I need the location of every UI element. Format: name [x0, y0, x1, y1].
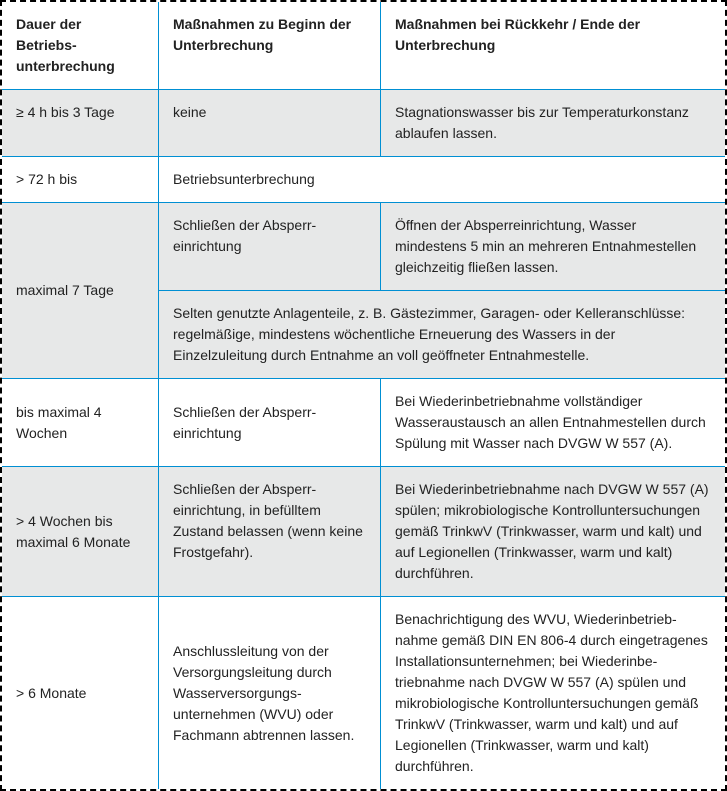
cell-begin: Anschlussleitung von der Versorgungsleit… — [159, 597, 381, 789]
cell-begin: Schließen der Absperr­einrichtung — [159, 379, 381, 466]
cell-span23: Betriebsunterbrechung — [159, 157, 725, 202]
table-row: > 6 Monate Anschlussleitung von der Vers… — [2, 597, 725, 789]
cell-duration: ≥ 4 h bis 3 Tage — [2, 90, 159, 156]
table-row: bis maximal 4 Wochen Schließen der Abspe… — [2, 379, 725, 467]
cell-duration: bis maximal 4 Wochen — [2, 379, 159, 466]
cell-duration: > 6 Monate — [2, 597, 159, 789]
table-row: ≥ 4 h bis 3 Tage keine Stagnationswasser… — [2, 90, 725, 157]
table-row: > 72 h bis Betriebsunterbrechung — [2, 157, 725, 203]
cell-duration: > 72 h bis — [2, 157, 159, 202]
cell-duration: > 4 Wochen bis maximal 6 Monate — [2, 467, 159, 596]
cell-end: Stagnationswasser bis zur Temperaturkons… — [381, 90, 725, 156]
cell-begin: Schließen der Absperr­einrichtung — [159, 203, 381, 290]
cell-span23: Selten genutzte Anlagenteile, z. B. Gäst… — [159, 291, 725, 378]
cell-duration: maximal 7 Tage — [2, 203, 159, 378]
header-end: Maßnahmen bei Rückkehr / Ende der Unterb… — [381, 2, 725, 89]
cell-begin: Schließen der Absperr­einrichtung, in be… — [159, 467, 381, 596]
table-row: maximal 7 Tage Schließen der Absperr­ein… — [2, 203, 725, 379]
cell-begin: keine — [159, 90, 381, 156]
interruption-table: Dauer der Betriebs­unterbrechung Maßnahm… — [0, 0, 727, 791]
header-begin: Maßnahmen zu Beginn der Unterbrechung — [159, 2, 381, 89]
cell-end: Öffnen der Absperreinrichtung, Wasser mi… — [381, 203, 725, 290]
table-row: > 4 Wochen bis maximal 6 Monate Schließe… — [2, 467, 725, 597]
header-duration: Dauer der Betriebs­unterbrechung — [2, 2, 159, 89]
cell-end: Bei Wiederinbetriebnahme nach DVGW W 557… — [381, 467, 725, 596]
cell-end: Benachrichtigung des WVU, Wiederinbetrie… — [381, 597, 725, 789]
cell-end: Bei Wiederinbetriebnahme vollständiger W… — [381, 379, 725, 466]
table-header-row: Dauer der Betriebs­unterbrechung Maßnahm… — [2, 2, 725, 90]
